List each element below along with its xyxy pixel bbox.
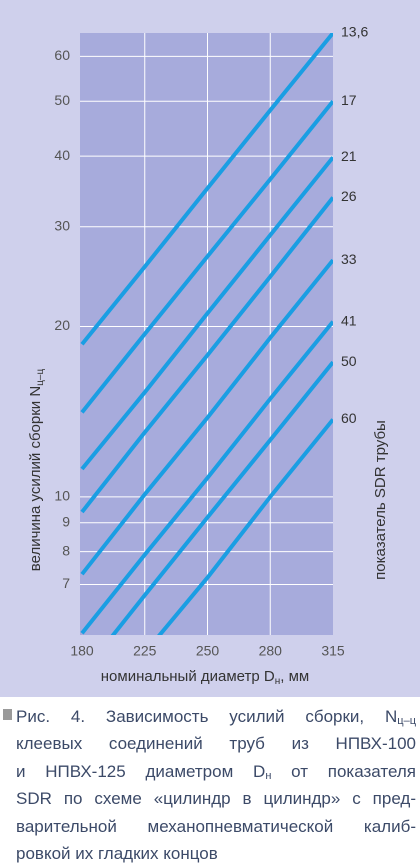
data-line (80, 156, 333, 471)
x-tick-label: 280 (259, 643, 283, 659)
caption-marker (3, 709, 12, 720)
data-line (80, 196, 333, 514)
caption-text: и НПВХ-125 диаметром D (16, 761, 266, 781)
series-label: 41 (341, 312, 357, 328)
series-label: 50 (341, 353, 357, 369)
label-subscript: н (275, 676, 281, 687)
caption-text: клеевых соединений труб из НПВХ-100 (16, 734, 416, 754)
data-line (110, 360, 333, 635)
x-tick-label: 315 (321, 643, 345, 659)
label-part: , мм (280, 668, 309, 685)
y-tick-label: 10 (54, 488, 70, 504)
series-label: 21 (341, 148, 357, 164)
data-line (157, 418, 333, 635)
y-tick-label: 8 (62, 542, 70, 558)
x-tick-label: 180 (70, 643, 94, 659)
data-line (80, 320, 333, 635)
series-label: 13,6 (341, 24, 368, 40)
y-tick-label: 20 (54, 317, 70, 333)
data-line (80, 258, 333, 576)
x-tick-label: 250 (196, 643, 220, 659)
caption-text: Рис. 4. Зависимость усилий сборки, N (16, 707, 398, 726)
y-tick-label: 9 (62, 513, 70, 529)
caption-line: ровкой их гладких концов (16, 840, 416, 867)
y-tick-label: 60 (54, 47, 70, 63)
plot-area (80, 33, 333, 635)
data-line (80, 99, 333, 414)
series-label: 33 (341, 251, 357, 267)
caption-subscript: н (265, 769, 272, 782)
y-tick-label: 30 (54, 218, 70, 234)
series-label: 26 (341, 188, 357, 204)
caption-line: клеевых соединений труб из НПВХ-100 (16, 730, 416, 757)
y2-axis-label: показатель SDR трубы (372, 420, 389, 580)
x-axis-label: номинальный диаметр Dн, мм (101, 668, 309, 687)
x-tick-label: 225 (133, 643, 157, 659)
caption-line: SDR по схеме «цилиндр в цилиндр» с пред- (16, 785, 416, 812)
label-part: номинальный диаметр D (101, 668, 275, 685)
y-tick-label: 7 (62, 575, 70, 591)
label-part: величина усилий сборки N (27, 386, 44, 571)
chart: 7 8 9 10 20 30 40 50 60 180 225 250 280 315 номинальны… (0, 0, 420, 697)
caption-line: Рис. 4. Зависимость усилий сборки, Nц–ц (16, 703, 416, 730)
caption-subscript: ц–ц (397, 715, 416, 727)
caption-text: варительной механопневматической калиб- (16, 816, 416, 836)
y-axis-label: величина усилий сборки Nц–ц (27, 369, 46, 572)
caption-text: ровкой их гладких концов (16, 844, 218, 864)
series-label: 17 (341, 92, 357, 108)
caption: Рис. 4. Зависимость усилий сборки, Nц–ц к… (16, 703, 416, 867)
caption-line: и НПВХ-125 диаметром Dн от показателя (16, 758, 416, 785)
caption-text: от показателя (271, 761, 416, 781)
label-subscript: ц–ц (35, 369, 46, 386)
caption-line: варительной механопневматической калиб- (16, 813, 416, 840)
data-line (80, 33, 333, 346)
y-tick-label: 40 (54, 147, 70, 163)
caption-text: SDR по схеме «цилиндр в цилиндр» с пред- (16, 789, 416, 809)
y-tick-label: 50 (54, 92, 70, 108)
series-label: 60 (341, 410, 357, 426)
